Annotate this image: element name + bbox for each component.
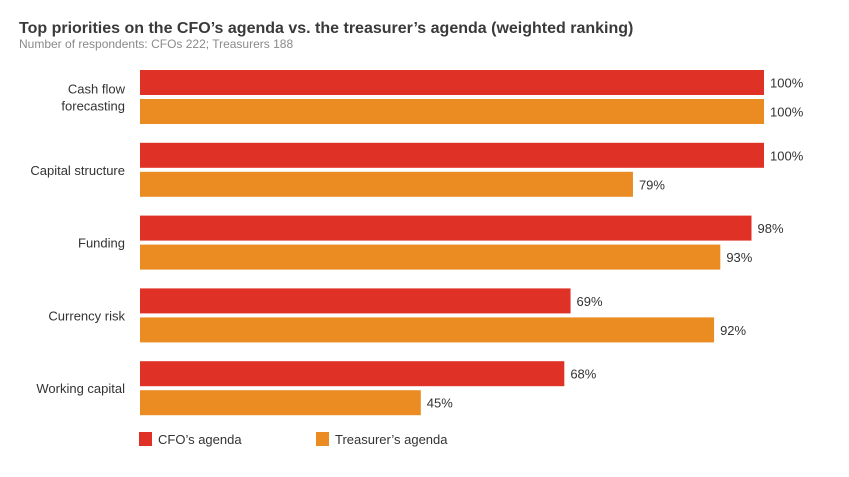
category-label: Capital structure: [30, 163, 125, 178]
data-label: 45%: [427, 396, 453, 411]
category-label: Currency risk: [48, 308, 125, 323]
data-label: 79%: [639, 177, 665, 192]
category-label: Funding: [78, 236, 125, 251]
cfo-bar: [140, 70, 764, 95]
data-label: 100%: [770, 76, 804, 91]
legend-swatch: [316, 432, 329, 446]
category-label: Cash flow: [68, 82, 126, 97]
treasurer-bar: [140, 99, 764, 124]
data-label: 98%: [758, 221, 784, 236]
data-label: 92%: [720, 323, 746, 338]
legend-swatch: [139, 432, 152, 446]
category-label: forecasting: [61, 99, 125, 114]
data-label: 93%: [726, 250, 752, 265]
treasurer-bar: [140, 317, 715, 343]
treasurer-bar: [140, 244, 721, 270]
chart-subtitle: Number of respondents: CFOs 222; Treasur…: [19, 37, 293, 51]
data-label: 100%: [770, 148, 804, 163]
data-label: 100%: [770, 105, 804, 120]
legend-label: CFO’s agenda: [158, 432, 242, 447]
data-label: 69%: [577, 294, 603, 309]
treasurer-bar: [140, 390, 421, 416]
chart-title: Top priorities on the CFO’s agenda vs. t…: [19, 20, 633, 37]
treasurer-bar: [140, 171, 633, 197]
cfo-bar: [140, 215, 752, 241]
cfo-bar: [140, 142, 764, 168]
cfo-bar: [140, 361, 565, 387]
cfo-bar: [140, 288, 571, 314]
data-label: 68%: [570, 367, 596, 382]
category-label: Working capital: [36, 381, 125, 396]
legend-label: Treasurer’s agenda: [335, 432, 448, 447]
